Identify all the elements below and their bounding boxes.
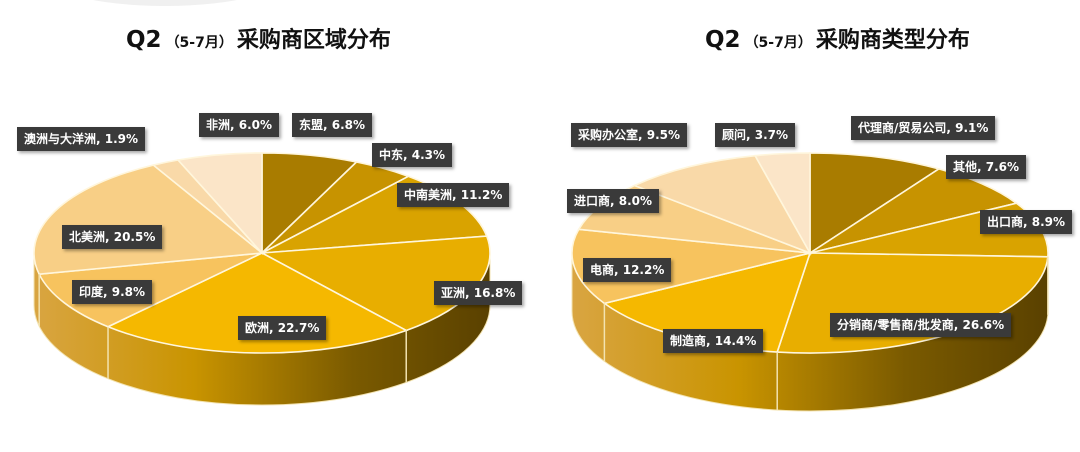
label-asean: 东盟, 6.8%: [292, 113, 373, 137]
label-exporter: 出口商, 8.9%: [980, 210, 1073, 234]
label-india: 印度, 9.8%: [72, 280, 153, 304]
label-asia: 亚洲, 16.8%: [434, 281, 523, 305]
label-middle-east: 中东, 4.3%: [372, 143, 453, 167]
label-agent-trading: 代理商/贸易公司, 9.1%: [851, 116, 996, 140]
label-latin-america: 中南美洲, 11.2%: [397, 183, 510, 207]
label-manufacturer: 制造商, 14.4%: [663, 329, 764, 353]
region-pie-chart: [33, 152, 491, 406]
left-chart-title: Q2 （5-7月） 采购商区域分布: [126, 27, 391, 53]
label-oceania: 澳洲与大洋洲, 1.9%: [17, 127, 146, 151]
label-ecommerce: 电商, 12.2%: [583, 258, 672, 282]
label-other: 其他, 7.6%: [946, 155, 1027, 179]
label-north-america: 北美洲, 20.5%: [62, 225, 163, 249]
right-chart-title: Q2 （5-7月） 采购商类型分布: [705, 27, 970, 53]
label-distributor: 分销商/零售商/批发商, 26.6%: [830, 313, 1012, 337]
label-consultant: 顾问, 3.7%: [715, 123, 796, 147]
label-africa: 非洲, 6.0%: [199, 113, 280, 137]
label-importer: 进口商, 8.0%: [567, 189, 660, 213]
label-buying-office: 采购办公室, 9.5%: [571, 123, 688, 147]
decorative-shape: [40, 0, 290, 6]
label-europe: 欧洲, 22.7%: [238, 316, 327, 340]
